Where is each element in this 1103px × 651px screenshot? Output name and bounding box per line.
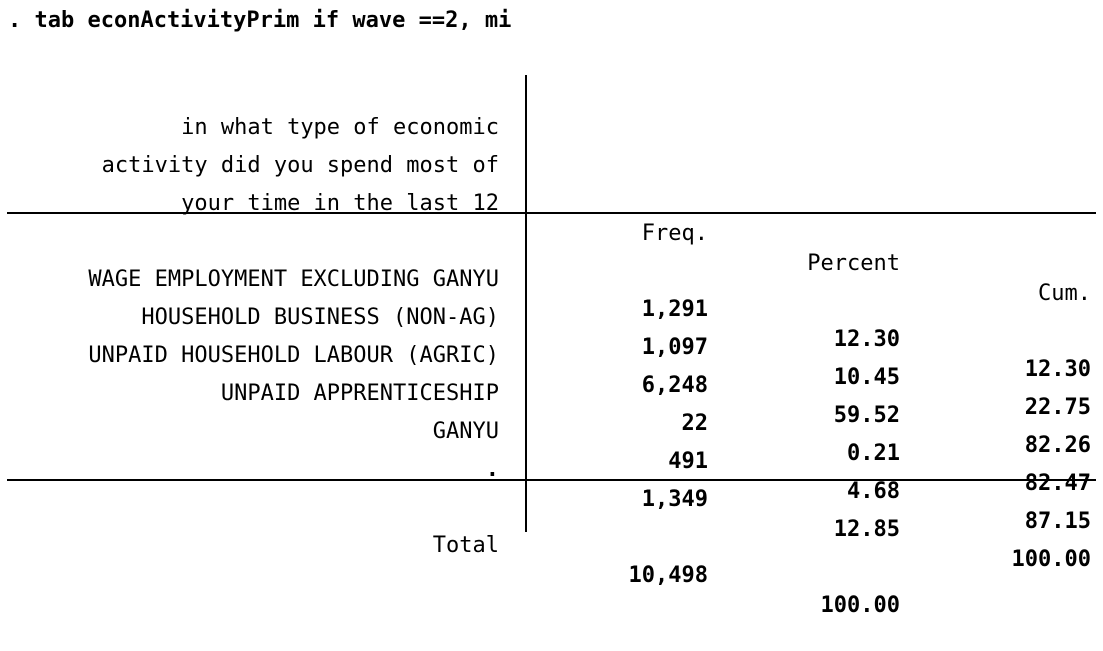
row-label: GANYU <box>432 419 499 444</box>
table-row: GANYU 491 4.68 87.15 <box>0 387 1103 534</box>
row-label: . <box>485 457 499 482</box>
row-cum: 82.47 <box>1024 471 1091 496</box>
variable-label-line-2: activity did you spend most of <box>101 153 499 178</box>
cum-header: Cum. <box>1038 281 1091 306</box>
row-label: HOUSEHOLD BUSINESS (NON-AG) <box>141 305 499 330</box>
total-divider <box>7 479 1096 481</box>
total-freq: 10,498 <box>628 563 708 588</box>
table-row: . 1,349 12.85 100.00 <box>0 425 1103 572</box>
header-divider <box>7 212 1096 214</box>
table-row: UNPAID HOUSEHOLD LABOUR (AGRIC) 6,248 59… <box>0 311 1103 458</box>
row-label: UNPAID HOUSEHOLD LABOUR (AGRIC) <box>88 343 499 368</box>
row-freq: 491 <box>668 449 708 474</box>
table-row: UNPAID APPRENTICESHIP 22 0.21 82.47 <box>0 349 1103 496</box>
total-row: Total 10,498 100.00 <box>0 501 1103 618</box>
freq-header: Freq. <box>641 221 708 246</box>
stata-command: . tab econActivityPrim if wave ==2, mi <box>8 8 512 33</box>
row-freq: 1,291 <box>641 297 708 322</box>
row-percent: 59.52 <box>833 403 900 428</box>
header-row-1: in what type of economic <box>0 83 1103 140</box>
row-percent: 10.45 <box>833 365 900 390</box>
row-freq: 1,349 <box>641 487 708 512</box>
row-percent: 0.21 <box>847 441 900 466</box>
variable-label-line-1: in what type of economic <box>181 115 499 140</box>
table-row: WAGE EMPLOYMENT EXCLUDING GANYU 1,291 12… <box>0 235 1103 382</box>
header-row-2: activity did you spend most of <box>0 121 1103 178</box>
row-freq: 1,097 <box>641 335 708 360</box>
total-label: Total <box>432 533 499 558</box>
row-percent: 4.68 <box>847 479 900 504</box>
header-row-3: your time in the last 12 Freq. Percent C… <box>0 159 1103 306</box>
row-cum: 82.26 <box>1024 433 1091 458</box>
table-row: HOUSEHOLD BUSINESS (NON-AG) 1,097 10.45 … <box>0 273 1103 420</box>
row-label: UNPAID APPRENTICESHIP <box>220 381 499 406</box>
row-cum: 12.30 <box>1024 357 1091 382</box>
row-cum: 87.15 <box>1024 509 1091 534</box>
percent-header: Percent <box>807 251 900 276</box>
row-freq: 6,248 <box>641 373 708 398</box>
row-percent: 12.30 <box>833 327 900 352</box>
row-cum: 100.00 <box>1011 547 1091 572</box>
row-freq: 22 <box>681 411 709 436</box>
total-percent: 100.00 <box>820 593 900 618</box>
row-cum: 22.75 <box>1024 395 1091 420</box>
row-label: WAGE EMPLOYMENT EXCLUDING GANYU <box>88 267 499 292</box>
column-separator <box>525 75 527 532</box>
variable-label-line-3: your time in the last 12 <box>181 191 499 216</box>
